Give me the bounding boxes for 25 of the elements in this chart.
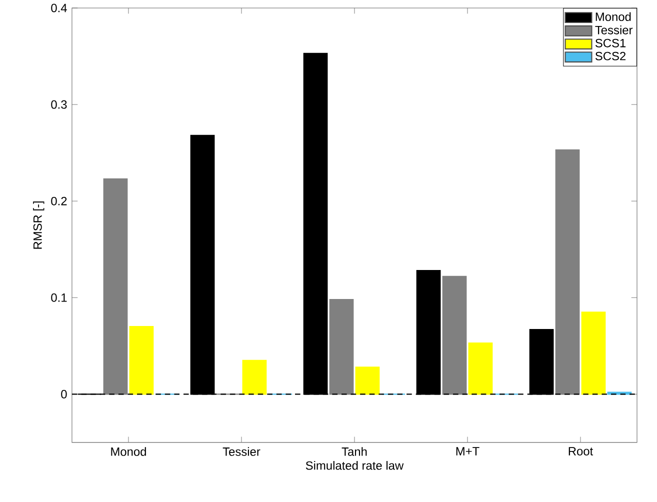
y-tick-label: 0.3 bbox=[51, 100, 67, 109]
legend-label: SCS1 bbox=[595, 38, 626, 48]
legend-label: Tessier bbox=[595, 25, 633, 34]
legend-label: Monod bbox=[596, 12, 631, 21]
x-tick-label: M+T bbox=[456, 446, 480, 456]
x-tick-label: Tanh bbox=[342, 446, 367, 456]
y-tick-label: 0 bbox=[61, 390, 67, 398]
bar bbox=[468, 342, 493, 394]
y-tick-label: 0.2 bbox=[51, 196, 67, 206]
bar bbox=[555, 149, 580, 394]
bar bbox=[242, 360, 267, 394]
x-axis-title: Simulated rate law bbox=[306, 460, 404, 470]
bar bbox=[581, 311, 606, 394]
bar bbox=[103, 178, 128, 394]
y-tick-label: 0.1 bbox=[51, 293, 67, 302]
x-tick-label: Root bbox=[568, 446, 594, 456]
bar bbox=[329, 298, 354, 394]
legend-label: SCS2 bbox=[595, 52, 626, 60]
x-tick-label: Tessier bbox=[222, 446, 260, 456]
bar bbox=[129, 326, 154, 394]
bar bbox=[442, 276, 467, 394]
y-tick-label: 0.4 bbox=[51, 4, 67, 12]
y-axis-title: RMSR [-] bbox=[33, 201, 44, 249]
x-tick-label: Monod bbox=[111, 446, 146, 456]
bar bbox=[355, 366, 380, 394]
